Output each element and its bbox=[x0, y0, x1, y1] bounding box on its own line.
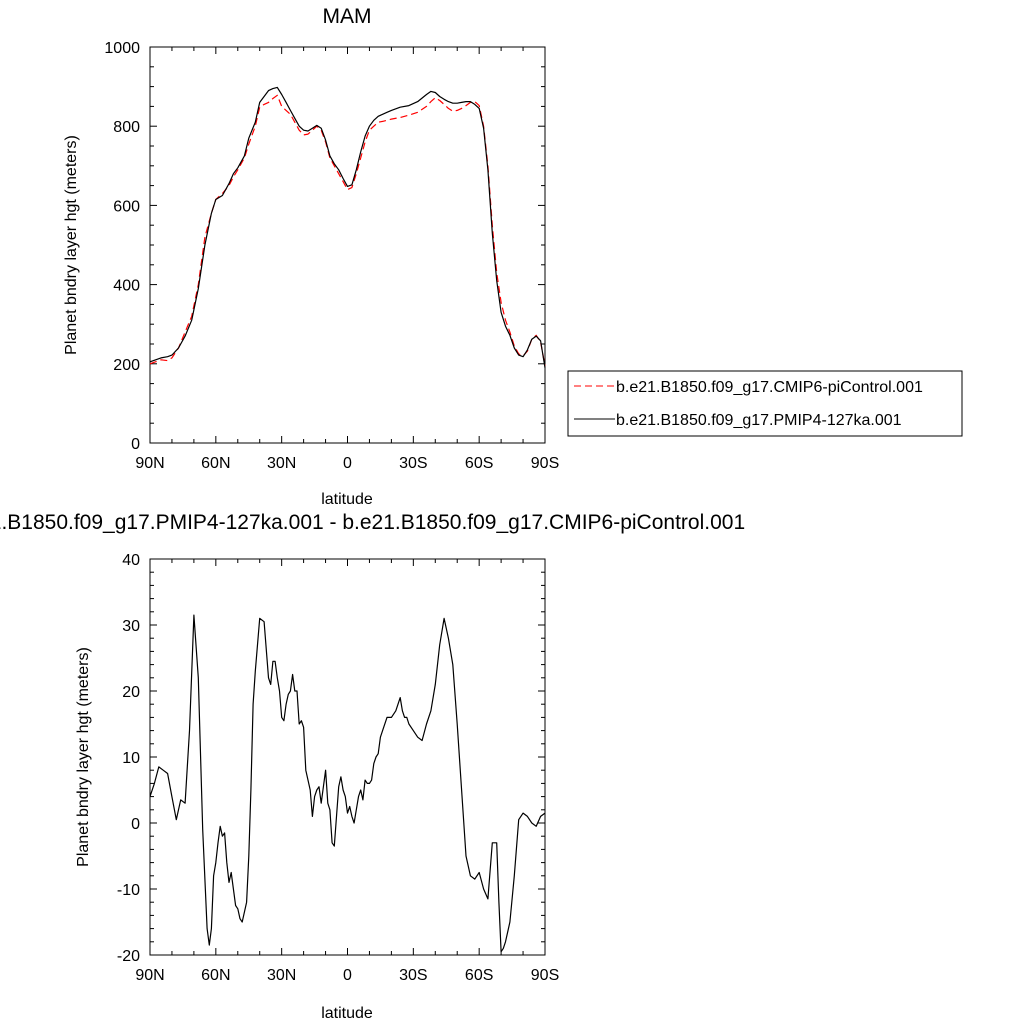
lower-y-tick-label: 0 bbox=[131, 816, 140, 833]
upper-x-tick-label: 90N bbox=[135, 455, 164, 472]
lower-series-group bbox=[149, 614, 546, 953]
upper-x-tick-label: 30S bbox=[399, 455, 427, 472]
upper-y-axis-label: Planet bndry layer hgt (meters) bbox=[63, 135, 80, 355]
upper-x-tick-label: 30N bbox=[267, 455, 296, 472]
upper-y-tick-label: 200 bbox=[113, 357, 140, 374]
upper-y-tick-label: 600 bbox=[113, 198, 140, 215]
upper-series-group bbox=[149, 86, 546, 368]
lower-y-tick-label: 20 bbox=[122, 684, 140, 701]
upper-chart-title: MAM bbox=[323, 5, 372, 28]
lower-x-tick-label: 90S bbox=[531, 967, 559, 984]
upper-plot-frame bbox=[149, 46, 546, 444]
lower-y-tick-label: 40 bbox=[122, 552, 140, 569]
upper-y-axis: 0 200 400 600 800 1000 bbox=[104, 40, 545, 453]
upper-series-line-0 bbox=[149, 94, 546, 366]
upper-y-tick-label: 400 bbox=[113, 278, 140, 295]
upper-x-axis-label: latitude bbox=[321, 491, 373, 508]
lower-plot-frame bbox=[149, 558, 546, 956]
lower-x-axis-label: latitude bbox=[321, 1005, 373, 1022]
lower-y-tick-label: -10 bbox=[117, 882, 140, 899]
upper-x-tick-label: 60S bbox=[465, 455, 493, 472]
lower-y-tick-label: 10 bbox=[122, 750, 140, 767]
lower-x-tick-label: 0 bbox=[343, 967, 352, 984]
lower-x-tick-label: 90N bbox=[135, 967, 164, 984]
upper-y-tick-label: 1000 bbox=[104, 40, 140, 57]
lower-y-tick-label: 30 bbox=[122, 618, 140, 635]
legend-label-127ka: b.e21.B1850.f09_g17.PMIP4-127ka.001 bbox=[616, 412, 902, 429]
lower-y-tick-label: -20 bbox=[117, 948, 140, 965]
upper-x-axis: 90N 60N 30N 0 30S 60S 90S bbox=[135, 47, 559, 472]
lower-x-tick-label: 30S bbox=[399, 967, 427, 984]
upper-x-tick-label: 60N bbox=[201, 455, 230, 472]
upper-y-tick-label: 0 bbox=[131, 436, 140, 453]
legend: b.e21.B1850.f09_g17.CMIP6-piControl.001 … bbox=[567, 370, 963, 437]
lower-x-axis: 90N 60N 30N 0 30S 60S 90S bbox=[135, 559, 559, 984]
lower-y-axis: -20 -10 0 10 20 30 40 bbox=[117, 552, 545, 965]
upper-x-tick-label: 0 bbox=[343, 455, 352, 472]
lower-series-line-0 bbox=[149, 614, 546, 953]
lower-chart-panel: b.e21.B1850.f09_g17.PMIP4-127ka.001 - b.… bbox=[0, 511, 745, 1022]
upper-y-tick-label: 800 bbox=[113, 119, 140, 136]
lower-x-tick-label: 60N bbox=[201, 967, 230, 984]
upper-series-line-1 bbox=[149, 86, 546, 368]
lower-chart-title: b.e21.B1850.f09_g17.PMIP4-127ka.001 - b.… bbox=[0, 511, 745, 534]
lower-y-axis-label: Planet bndry layer hgt (meters) bbox=[75, 647, 92, 867]
legend-box bbox=[567, 370, 963, 437]
lower-x-tick-label: 30N bbox=[267, 967, 296, 984]
upper-x-tick-label: 90S bbox=[531, 455, 559, 472]
lower-x-tick-label: 60S bbox=[465, 967, 493, 984]
legend-label-picontrol: b.e21.B1850.f09_g17.CMIP6-piControl.001 bbox=[616, 379, 923, 396]
